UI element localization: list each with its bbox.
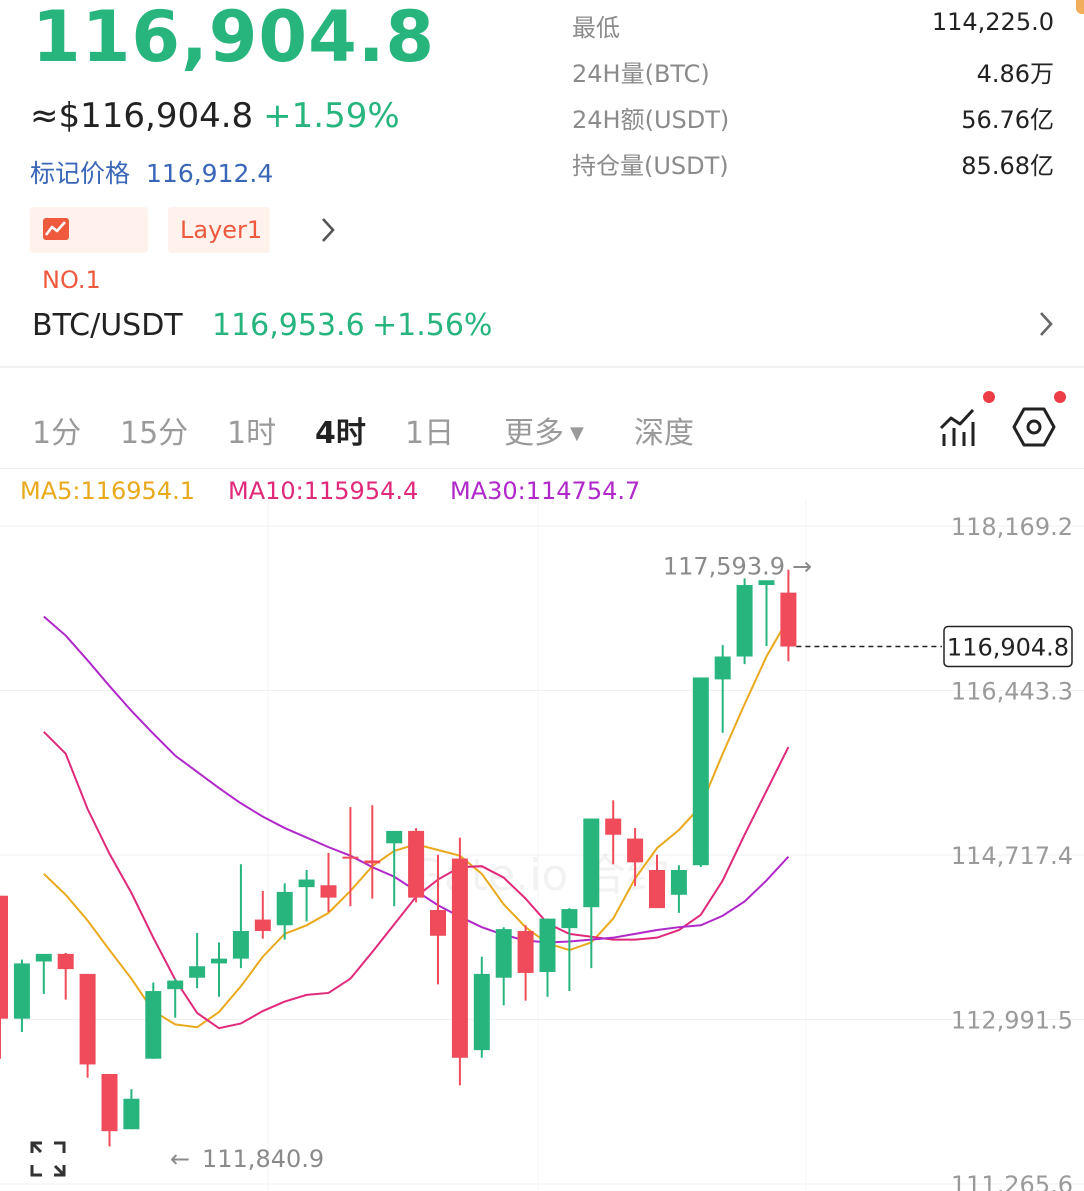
- mark-price-line[interactable]: 标记价格 116,912.4: [30, 154, 273, 190]
- y-tick-label: 114,717.4: [951, 842, 1073, 870]
- settings-hexagon-icon[interactable]: [1012, 406, 1056, 452]
- high-price-label: 117,593.9: [663, 552, 785, 580]
- ma5-label: MA5:116954.1: [20, 477, 195, 505]
- candle-down: [605, 818, 622, 835]
- candle-up: [123, 1098, 140, 1130]
- y-tick-label: 116,443.3: [951, 678, 1073, 706]
- low-arrow-icon: ←: [170, 1145, 190, 1173]
- divider: [0, 366, 1084, 368]
- divider: [0, 468, 1084, 469]
- candle-up: [736, 585, 753, 657]
- stat-label-low: 最低: [572, 14, 620, 42]
- trend-chart-icon: [42, 211, 70, 257]
- candle-up: [583, 818, 600, 908]
- indicators-icon[interactable]: [938, 406, 978, 452]
- candle-down: [780, 592, 797, 647]
- candle-up: [35, 953, 52, 962]
- candle-down: [408, 830, 425, 898]
- candle-up: [714, 656, 731, 680]
- candle-up: [561, 909, 578, 929]
- tab-more-label: 更多: [504, 416, 564, 451]
- ma10-label: MA10:115954.4: [228, 477, 419, 505]
- candle-down: [649, 870, 665, 909]
- stat-label-turnover: 24H额(USDT): [572, 106, 730, 134]
- candlestick-chart[interactable]: 118,169.2 116,443.3 114,717.4 112,991.5 111,…: [0, 500, 1084, 1191]
- candle-down: [101, 1073, 118, 1132]
- candle-up: [276, 891, 293, 926]
- high-arrow-icon: →: [792, 552, 812, 580]
- pair-change: +1.56%: [372, 308, 493, 343]
- candle-up: [167, 980, 184, 990]
- settings-notification-dot: [1054, 391, 1066, 403]
- pair-price: 116,953.6: [212, 308, 365, 343]
- candle-up: [211, 958, 227, 964]
- candle-down: [451, 858, 468, 1058]
- candle-up: [692, 677, 709, 866]
- candle-up: [232, 931, 249, 959]
- candle-down: [627, 838, 644, 863]
- tags-more-chevron-icon[interactable]: [318, 214, 338, 250]
- mark-price-value: 116,912.4: [146, 159, 274, 188]
- ma5-line: [43, 617, 790, 1029]
- candle-up: [758, 580, 775, 586]
- y-tick-label: 118,169.2: [951, 513, 1073, 541]
- candle-down: [57, 953, 74, 970]
- stat-value-turnover: 56.76亿: [961, 106, 1054, 134]
- candle-up: [13, 963, 30, 1019]
- candle-up: [189, 966, 206, 978]
- y-tick-label: 111,265.6: [951, 1171, 1073, 1191]
- low-price-label: 111,840.9: [202, 1145, 324, 1173]
- current-price-box: [943, 625, 1073, 668]
- candle-up: [386, 830, 403, 844]
- ma30-label: MA30:114754.7: [450, 477, 641, 505]
- indicators-notification-dot: [983, 391, 995, 403]
- stat-label-open-interest: 持仓量(USDT): [572, 152, 729, 180]
- category-tag-label: Layer1: [180, 216, 263, 244]
- rank-tag-label: NO.1: [42, 266, 101, 294]
- tab-1h[interactable]: 1时: [227, 416, 277, 451]
- tab-1d[interactable]: 1日: [405, 416, 455, 451]
- tab-4h[interactable]: 4时: [315, 416, 366, 451]
- tab-1m[interactable]: 1分: [32, 416, 82, 451]
- mark-price-label: 标记价格: [30, 159, 131, 188]
- candle-up: [539, 918, 556, 972]
- tab-15m[interactable]: 15分: [120, 416, 189, 451]
- current-price-label: 116,904.8: [947, 634, 1069, 662]
- candle-up: [145, 991, 162, 1059]
- category-tag[interactable]: Layer1: [168, 207, 270, 253]
- tab-more[interactable]: 更多 ▼: [504, 408, 584, 452]
- usd-change: +1.59%: [263, 96, 400, 136]
- fullscreen-icon[interactable]: [30, 1141, 66, 1181]
- stat-value-open-interest: 85.68亿: [961, 152, 1054, 180]
- candle-down: [342, 856, 359, 859]
- candle-down: [0, 895, 8, 1019]
- candle-down: [79, 973, 96, 1065]
- candle-down: [364, 860, 381, 864]
- candle-up: [495, 929, 512, 978]
- candle-up: [473, 973, 490, 1051]
- stat-label-volume: 24H量(BTC): [572, 60, 710, 88]
- candle-down: [430, 910, 446, 936]
- usd-price-line: ≈$116,904.8 +1.59%: [30, 96, 400, 136]
- last-price: 116,904.8: [32, 0, 436, 78]
- tab-depth[interactable]: 深度: [634, 416, 694, 451]
- candle-down: [320, 885, 337, 898]
- candle-up: [670, 870, 687, 895]
- stat-value-volume: 4.86万: [976, 60, 1054, 88]
- candle-down: [517, 931, 534, 973]
- y-tick-label: 112,991.5: [951, 1007, 1073, 1035]
- rank-tag[interactable]: NO.1: [30, 207, 148, 294]
- stat-value-low: 114,225.0: [931, 8, 1054, 36]
- pair-symbol: BTC/USDT: [32, 308, 183, 343]
- usd-price: ≈$116,904.8: [30, 96, 254, 136]
- pair-chevron-icon[interactable]: [1036, 308, 1056, 344]
- caret-down-icon: ▼: [570, 423, 584, 444]
- candle-up: [298, 879, 315, 888]
- corner-indicator: [1076, 0, 1084, 14]
- candle-down: [254, 919, 271, 932]
